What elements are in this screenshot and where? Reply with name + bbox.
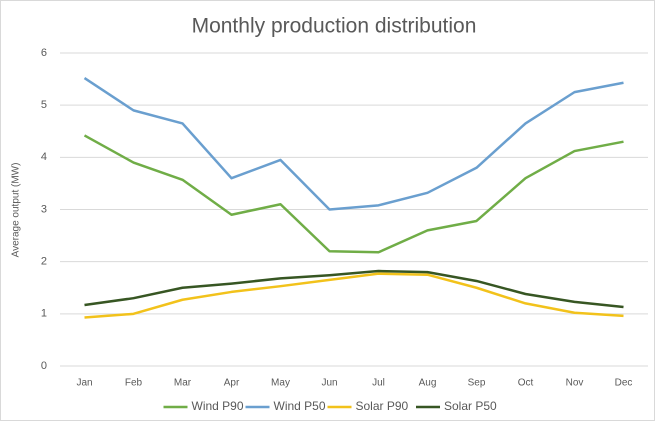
x-tick-label: Apr [224,378,240,389]
y-tick-label: 1 [41,308,47,320]
line-series [83,134,624,254]
y-tick-label: 6 [41,47,47,59]
legend-label: Wind P50 [274,399,326,413]
x-tick-label: Feb [125,378,143,389]
legend-label: Solar P90 [356,399,409,413]
x-tick-label: Oct [518,378,534,389]
x-tick-label: Sep [468,378,486,389]
x-tick-label: Aug [419,378,437,389]
y-tick-label: 5 [41,99,47,111]
x-tick-label: Mar [174,378,192,389]
x-tick-label: Dec [615,378,633,389]
chart-title: Monthly production distribution [192,15,477,38]
y-tick-label: 2 [41,256,47,268]
line-series [83,76,624,211]
line-series [84,272,624,319]
x-tick-label: Jan [76,378,92,389]
y-axis-label: Average output (MW) [11,163,22,258]
y-tick-label: 3 [41,203,47,215]
line-series [84,269,624,309]
legend-label: Solar P50 [444,399,497,413]
legend-label: Wind P90 [192,399,244,413]
y-tick-label: 4 [41,151,47,163]
x-tick-label: Jun [321,378,337,389]
x-tick-label: May [271,378,290,389]
x-tick-label: Nov [566,378,584,389]
y-tick-label: 0 [41,360,47,372]
x-tick-label: Jul [372,378,385,389]
